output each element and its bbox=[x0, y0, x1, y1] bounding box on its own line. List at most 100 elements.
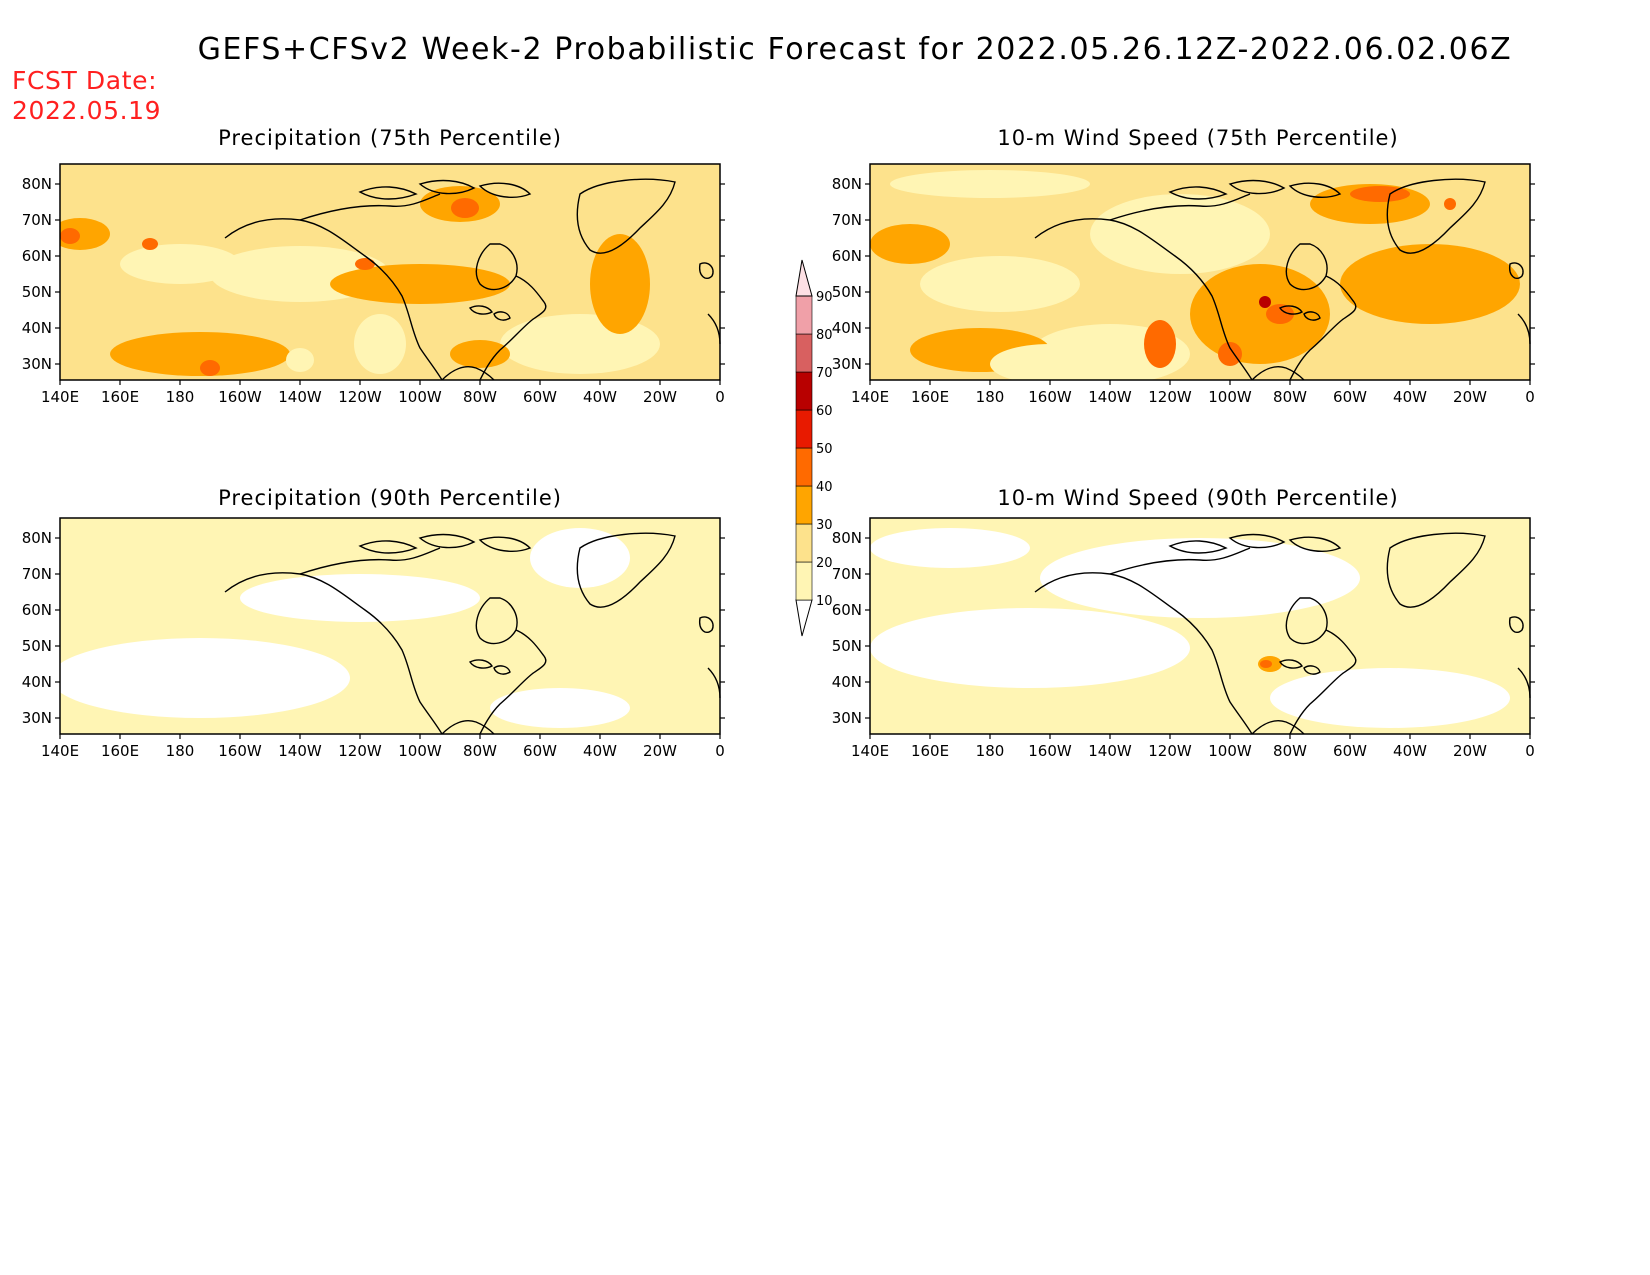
colorbar-tick-label: 50 bbox=[816, 442, 833, 457]
lon-label: 0 bbox=[1525, 388, 1535, 406]
lon-label: 0 bbox=[715, 742, 725, 760]
probability-field bbox=[60, 518, 720, 734]
lat-label: 70N bbox=[832, 211, 862, 229]
colorbar-tick-label: 90 bbox=[816, 290, 833, 305]
lat-label: 60N bbox=[22, 247, 52, 265]
lon-label: 140W bbox=[278, 388, 322, 406]
map-frame bbox=[869, 517, 1531, 735]
map-frame bbox=[59, 163, 721, 381]
panel-title-precip-90: Precipitation (90th Percentile) bbox=[218, 486, 562, 510]
lat-label: 70N bbox=[832, 565, 862, 583]
colorbar-swatch bbox=[795, 409, 813, 449]
map-panel-precip-75: 80N 70N 60N 50N 40N 30N 140E 160E 180 160W 140W 120… bbox=[22, 163, 725, 406]
lon-label: 120W bbox=[338, 388, 382, 406]
coastlines bbox=[224, 178, 721, 381]
lon-label: 100W bbox=[398, 388, 442, 406]
lat-label: 80N bbox=[832, 529, 862, 547]
lat-label: 50N bbox=[832, 283, 862, 301]
lon-label: 140E bbox=[851, 742, 889, 760]
lat-label: 70N bbox=[22, 565, 52, 583]
colorbar-swatch bbox=[795, 371, 813, 411]
lat-label: 50N bbox=[22, 637, 52, 655]
lat-label: 30N bbox=[832, 709, 862, 727]
lon-label: 160E bbox=[911, 388, 949, 406]
lon-label: 60W bbox=[1333, 742, 1367, 760]
lat-label: 80N bbox=[22, 175, 52, 193]
lat-label: 30N bbox=[832, 355, 862, 373]
lon-label: 40W bbox=[583, 742, 617, 760]
colorbar-swatch bbox=[795, 333, 813, 373]
lon-label: 20W bbox=[643, 742, 677, 760]
map-frame bbox=[59, 517, 721, 735]
lon-label: 60W bbox=[523, 388, 557, 406]
colorbar-tick-label: 70 bbox=[816, 366, 833, 381]
lat-label: 60N bbox=[22, 601, 52, 619]
lon-label: 120W bbox=[1148, 742, 1192, 760]
probability-field bbox=[60, 164, 720, 380]
lat-label: 80N bbox=[22, 529, 52, 547]
colorbar-swatch bbox=[795, 295, 813, 335]
lon-label: 60W bbox=[1333, 388, 1367, 406]
lat-label: 40N bbox=[832, 673, 862, 691]
probability-field bbox=[870, 518, 1530, 734]
lon-label: 140E bbox=[851, 388, 889, 406]
lon-label: 60W bbox=[523, 742, 557, 760]
coastlines bbox=[1034, 178, 1531, 381]
lon-label: 180 bbox=[166, 742, 195, 760]
lon-label: 160E bbox=[911, 742, 949, 760]
lat-label: 60N bbox=[832, 247, 862, 265]
lon-label: 180 bbox=[166, 388, 195, 406]
lat-label: 40N bbox=[22, 673, 52, 691]
lat-label: 70N bbox=[22, 211, 52, 229]
lon-label: 160W bbox=[1028, 388, 1072, 406]
panel-title-precip-75: Precipitation (75th Percentile) bbox=[218, 126, 562, 150]
coastlines bbox=[1034, 532, 1531, 735]
colorbar-tick-label: 60 bbox=[816, 404, 833, 419]
colorbar-tick-label: 80 bbox=[816, 328, 833, 343]
panel-title-wind-90: 10-m Wind Speed (90th Percentile) bbox=[997, 486, 1399, 510]
lon-label: 20W bbox=[643, 388, 677, 406]
colorbar-swatch bbox=[795, 561, 813, 601]
lat-label: 80N bbox=[832, 175, 862, 193]
lon-label: 160W bbox=[218, 388, 262, 406]
lat-label: 40N bbox=[832, 319, 862, 337]
map-frame bbox=[869, 163, 1531, 381]
forecast-date-label: FCST Date: bbox=[12, 66, 158, 95]
lat-label: 30N bbox=[22, 355, 52, 373]
lon-label: 80W bbox=[1273, 742, 1307, 760]
lat-label: 30N bbox=[22, 709, 52, 727]
lon-label: 180 bbox=[976, 388, 1005, 406]
lon-label: 140W bbox=[278, 742, 322, 760]
colorbar-lower-cap bbox=[795, 599, 813, 637]
lon-label: 0 bbox=[715, 388, 725, 406]
colorbar-tick-label: 40 bbox=[816, 480, 833, 495]
lat-label: 40N bbox=[22, 319, 52, 337]
lon-label: 140E bbox=[41, 742, 79, 760]
lon-label: 160E bbox=[101, 388, 139, 406]
lon-label: 100W bbox=[1208, 742, 1252, 760]
lon-label: 160W bbox=[218, 742, 262, 760]
panel-title-wind-75: 10-m Wind Speed (75th Percentile) bbox=[997, 126, 1399, 150]
lon-label: 20W bbox=[1453, 742, 1487, 760]
lon-label: 120W bbox=[1148, 388, 1192, 406]
figure-title: GEFS+CFSv2 Week-2 Probabilistic Forecast… bbox=[197, 32, 1513, 67]
lon-label: 140W bbox=[1088, 388, 1132, 406]
colorbar-swatch bbox=[795, 447, 813, 487]
lon-label: 80W bbox=[463, 388, 497, 406]
lat-label: 50N bbox=[22, 283, 52, 301]
lon-label: 100W bbox=[398, 742, 442, 760]
lon-label: 40W bbox=[1393, 388, 1427, 406]
colorbar-tick-label: 30 bbox=[816, 518, 833, 533]
map-panel-wind-90: 80N 70N 60N 50N 40N 30N 140E 160E 180 160W 140W 120… bbox=[832, 517, 1535, 760]
lon-label: 80W bbox=[463, 742, 497, 760]
colorbar-upper-cap bbox=[795, 259, 813, 297]
lon-label: 80W bbox=[1273, 388, 1307, 406]
lon-label: 120W bbox=[338, 742, 382, 760]
lon-label: 180 bbox=[976, 742, 1005, 760]
lon-label: 160W bbox=[1028, 742, 1072, 760]
colorbar: 10 20 30 40 50 60 70 80 90 bbox=[795, 259, 833, 637]
lon-label: 20W bbox=[1453, 388, 1487, 406]
colorbar-tick-label: 20 bbox=[816, 556, 833, 571]
probability-field bbox=[870, 164, 1530, 380]
coastlines bbox=[224, 532, 721, 735]
